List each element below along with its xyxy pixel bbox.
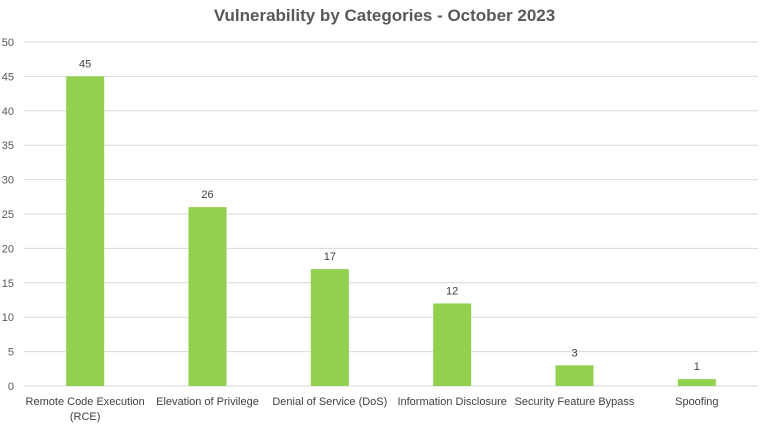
bar <box>677 379 716 386</box>
x-tick-label: Spoofing <box>675 396 718 408</box>
data-label: 45 <box>79 58 91 70</box>
y-tick-label: 50 <box>2 37 14 49</box>
x-tick-label: Elevation of Privilege <box>156 396 259 408</box>
y-axis-ticks: 0 5 10 15 20 25 30 35 40 45 50 <box>2 37 14 393</box>
bar <box>433 303 472 386</box>
bar <box>188 207 227 386</box>
x-tick-label: Information Disclosure <box>397 396 506 408</box>
data-label: 12 <box>446 285 458 297</box>
x-tick-label: Denial of Service (DoS) <box>272 396 387 408</box>
data-label: 26 <box>201 189 213 201</box>
y-tick-label: 0 <box>8 381 14 393</box>
gridlines <box>24 41 758 387</box>
x-axis-ticks: Remote Code Execution (RCE) Elevation of P… <box>26 396 719 423</box>
x-tick-label: Remote Code Execution <box>26 396 145 408</box>
y-tick-label: 45 <box>2 71 14 83</box>
y-tick-label: 25 <box>2 209 14 221</box>
y-tick-label: 10 <box>2 312 14 324</box>
y-tick-label: 30 <box>2 175 14 187</box>
y-tick-label: 20 <box>2 243 14 255</box>
y-tick-label: 15 <box>2 278 14 290</box>
y-tick-label: 35 <box>2 140 14 152</box>
bar <box>66 76 105 387</box>
y-tick-label: 5 <box>8 347 14 359</box>
bars <box>66 76 716 387</box>
data-label: 17 <box>324 251 336 263</box>
x-tick-label: (RCE) <box>70 411 101 423</box>
data-label: 1 <box>694 361 700 373</box>
bar <box>310 269 349 386</box>
bar <box>555 365 594 386</box>
data-label: 3 <box>571 347 577 359</box>
data-labels: 45 26 17 12 3 1 <box>79 58 700 373</box>
x-tick-label: Security Feature Bypass <box>515 396 635 408</box>
y-tick-label: 40 <box>2 106 14 118</box>
chart-title: Vulnerability by Categories - October 20… <box>213 6 556 25</box>
